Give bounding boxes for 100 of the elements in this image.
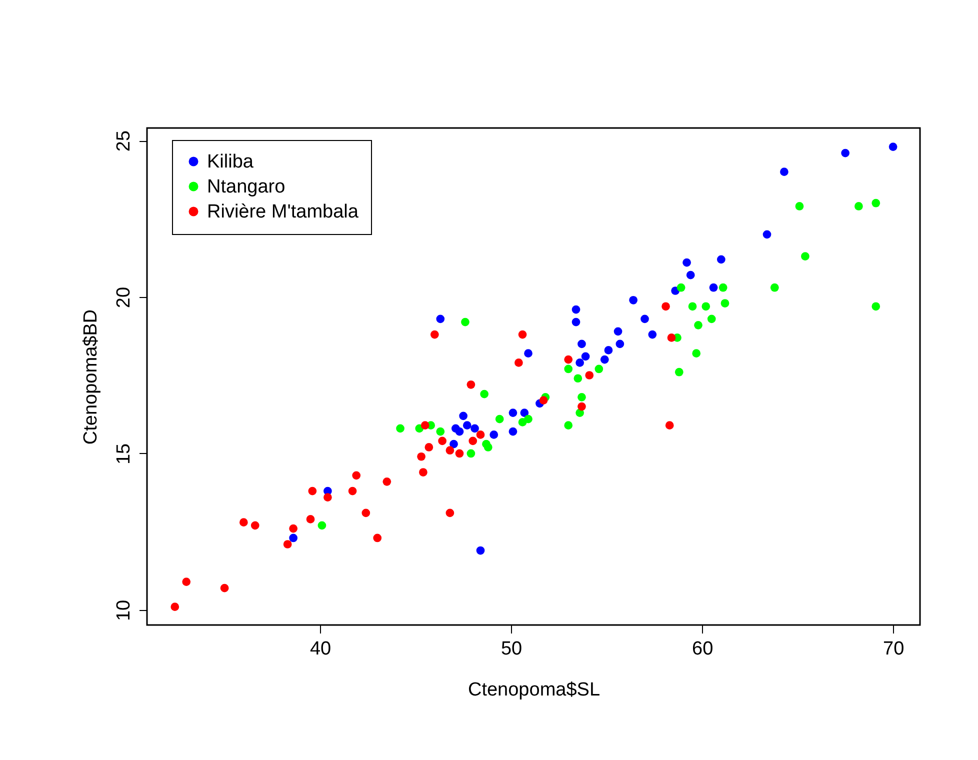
point [461,318,470,326]
point [648,330,657,339]
legend-label: Rivière M'tambala [207,202,359,222]
y-tick-label: 15 [114,443,134,465]
point [682,258,691,267]
point [495,414,504,424]
point [676,283,686,292]
point [614,327,622,336]
point [470,424,479,433]
point [780,168,788,176]
point [629,296,638,304]
y-tick-label: 25 [114,130,134,152]
legend-label: Ntangaro [207,176,286,198]
point [688,302,697,311]
point [182,578,191,586]
point [318,521,326,530]
point [436,314,445,324]
point [520,408,529,417]
point [716,255,726,264]
point [585,371,594,380]
point [888,142,898,151]
point [436,427,445,436]
point [455,449,464,458]
point [694,321,702,330]
point [720,299,730,308]
point [283,540,292,548]
x-tick-label: 70 [883,638,904,660]
point [564,364,573,374]
point [686,270,695,280]
point [770,283,779,292]
point [459,412,468,420]
point [718,283,728,292]
point [490,430,498,439]
point [396,424,404,433]
point [524,414,532,424]
point [289,524,298,533]
point [524,349,532,358]
point [674,368,684,376]
point [348,486,357,496]
y-tick-label: 20 [114,286,134,308]
point [382,477,392,486]
point [576,358,584,367]
y-tick-label: 10 [114,600,134,622]
point [289,534,298,542]
point [514,358,523,367]
point [308,486,317,496]
point [604,346,613,354]
point [446,446,454,455]
point [574,374,582,383]
point [707,314,716,324]
point [578,340,586,348]
point [508,427,518,436]
point [446,508,454,518]
point [539,396,548,404]
point [872,198,880,208]
point [616,340,624,348]
point [709,283,718,292]
legend-label: Kiliba [207,152,254,172]
point [476,546,485,555]
point [468,436,478,446]
point [640,314,649,324]
point [578,402,586,411]
point [762,230,772,239]
point [594,364,604,374]
point [466,380,476,389]
point [665,421,674,430]
point [373,534,382,542]
x-tick-label: 50 [500,638,522,660]
point [420,421,430,430]
point [417,452,426,461]
point [841,148,850,158]
x-tick-label: 40 [310,638,332,660]
x-tick-label: 60 [692,638,714,660]
point [170,602,180,612]
point [362,508,370,518]
point [572,305,580,314]
point [462,421,472,430]
y-axis-title: Ctenopoma$BD [80,309,102,445]
point [692,349,701,358]
point [667,334,676,342]
point [581,352,590,361]
point [438,436,446,446]
point [564,421,573,430]
point [352,471,361,480]
point [578,392,586,402]
point [419,468,428,476]
point [324,493,332,502]
point [306,515,315,524]
point [508,408,518,417]
point [480,390,488,398]
point [564,355,573,364]
point [795,202,804,210]
point [476,430,485,439]
point [430,330,439,339]
point [250,521,260,530]
point [518,330,527,339]
point [450,440,458,448]
point [239,518,248,527]
point [662,302,670,311]
point [600,355,609,364]
